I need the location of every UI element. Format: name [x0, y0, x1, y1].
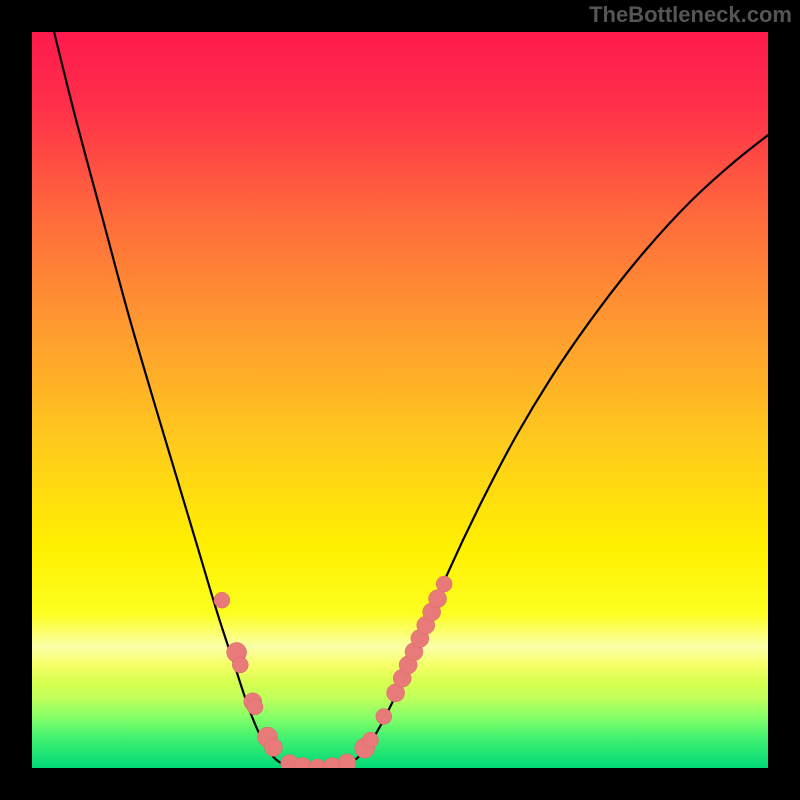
data-marker: [338, 754, 356, 768]
curve-overlay: [32, 32, 768, 768]
data-marker: [247, 699, 263, 715]
plot-area: [32, 32, 768, 768]
data-markers: [214, 576, 452, 768]
data-marker: [363, 732, 379, 748]
data-marker: [429, 590, 447, 608]
data-marker: [376, 708, 392, 724]
watermark-text: TheBottleneck.com: [581, 0, 800, 30]
chart-container: TheBottleneck.com: [0, 0, 800, 800]
data-marker: [232, 657, 248, 673]
data-marker: [214, 592, 230, 608]
data-marker: [264, 738, 282, 756]
data-marker: [436, 576, 452, 592]
